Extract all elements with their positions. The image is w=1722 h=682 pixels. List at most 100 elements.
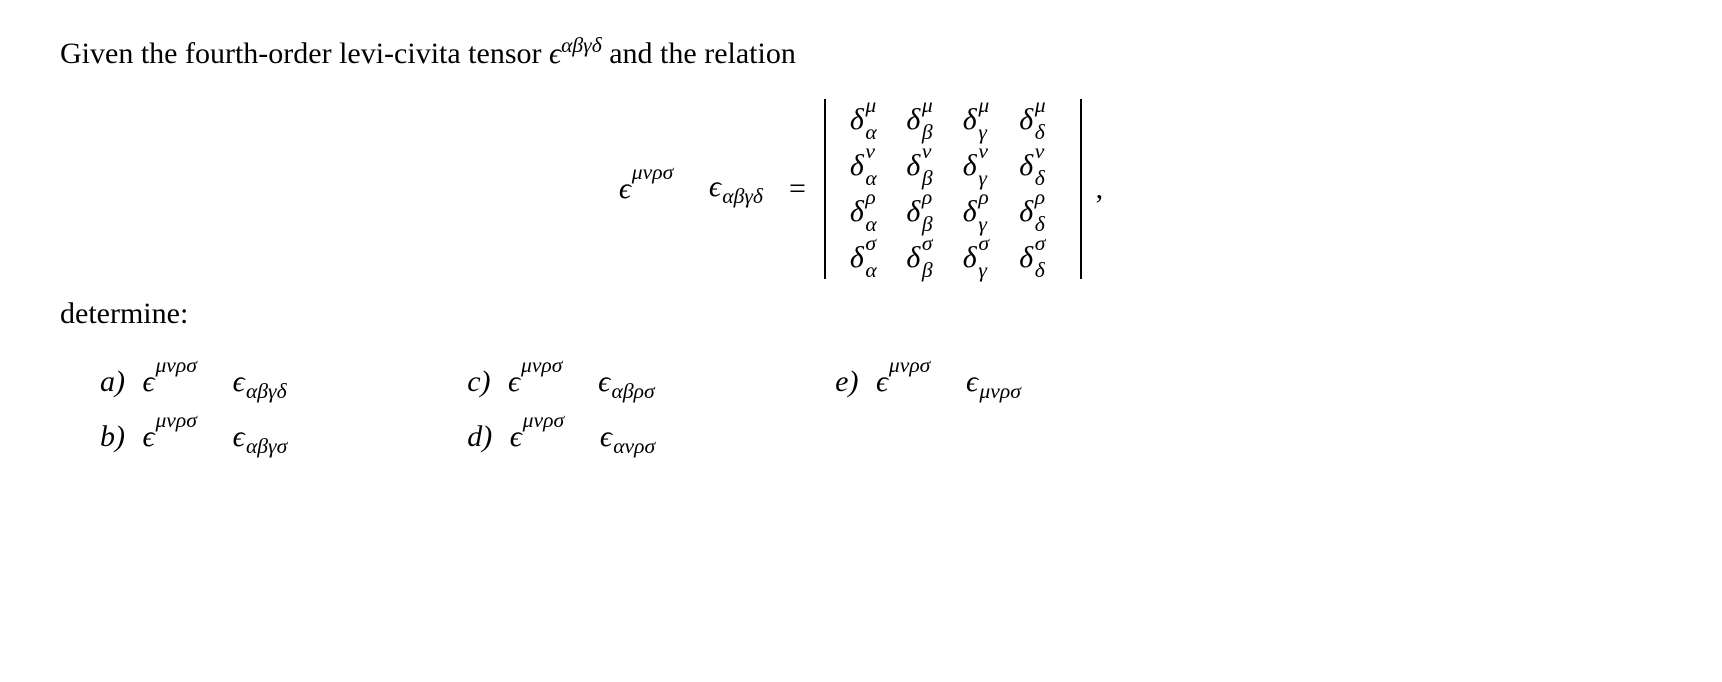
item-b-e2: ϵ [233, 420, 245, 453]
item-d-sup: μνρσ [523, 405, 579, 435]
kronecker-delta: δρβ [906, 197, 942, 227]
item-e-sub: μνρσ [979, 379, 1020, 403]
items-col-1: a) ϵμνρσϵαβγδ b) ϵμνρσϵαβγσ [100, 361, 287, 461]
item-d-eps1: ϵμνρσ [510, 416, 600, 458]
det-cell: δμα [850, 99, 886, 141]
det-cell: δμγ [963, 99, 999, 141]
item-c-sub: αβρσ [612, 379, 655, 403]
item-a-sup: μνρσ [155, 350, 211, 380]
item-d-label: d) [467, 420, 492, 453]
kronecker-delta: δσα [850, 243, 886, 273]
kronecker-delta: δσδ [1019, 243, 1055, 273]
kronecker-delta: δνγ [963, 151, 999, 181]
kronecker-delta: δσγ [963, 243, 999, 273]
kronecker-delta: δρδ [1019, 197, 1055, 227]
item-e-eps1: ϵμνρσ [876, 361, 966, 403]
kronecker-delta: δσβ [906, 243, 942, 273]
det-cell: δνα [850, 145, 886, 187]
det-cell: δρδ [1019, 191, 1055, 233]
item-e-sup: μνρσ [889, 350, 945, 380]
kronecker-delta: δνα [850, 151, 886, 181]
item-e: e) ϵμνρσϵμνρσ [835, 361, 1021, 406]
item-b-eps2: ϵαβγσ [233, 416, 288, 461]
item-c-eps1: ϵμνρσ [508, 361, 598, 403]
item-e-e2: ϵ [966, 365, 978, 398]
determinant: δμαδμβδμγδμδδναδνβδνγδνδδραδρβδργδρδδσαδ… [820, 95, 1086, 283]
item-a-e2: ϵ [233, 365, 245, 398]
det-cell: δμβ [906, 99, 942, 141]
det-row: δναδνβδνγδνδ [850, 145, 1056, 187]
det-cell: δνδ [1019, 145, 1055, 187]
item-c-e2: ϵ [598, 365, 610, 398]
det-cell: δνβ [906, 145, 942, 187]
kronecker-delta: δμα [850, 105, 886, 135]
item-b: b) ϵμνρσϵαβγσ [100, 416, 287, 461]
det-bar-right [1080, 99, 1082, 279]
lhs-epsilon-lower: ϵαβγδ [709, 166, 763, 211]
item-e-eps2: ϵμνρσ [966, 361, 1021, 406]
det-matrix: δμαδμβδμγδμδδναδνβδνγδνδδραδρβδργδρδδσαδ… [830, 95, 1076, 283]
det-cell: δσα [850, 237, 886, 279]
epsilon-symbol: ϵ [549, 37, 561, 70]
trailing-comma: , [1096, 168, 1104, 210]
item-d-sub: ανρσ [613, 434, 655, 458]
lhs-eps1-base: ϵ [619, 172, 631, 205]
item-a-eps1: ϵμνρσ [143, 361, 233, 403]
kronecker-delta: δνβ [906, 151, 942, 181]
item-a-eps2: ϵαβγδ [233, 361, 287, 406]
item-e-e1: ϵ [876, 365, 888, 398]
item-c-e1: ϵ [508, 365, 520, 398]
det-row: δραδρβδργδρδ [850, 191, 1056, 233]
lhs-eps1-sup: μνρσ [632, 157, 688, 187]
det-cell: δρα [850, 191, 886, 233]
items-container: a) ϵμνρσϵαβγδ b) ϵμνρσϵαβγσ c) ϵμνρσϵαβρ… [60, 361, 1662, 461]
epsilon-superscript: αβγδ [561, 33, 602, 57]
item-d: d) ϵμνρσϵανρσ [467, 416, 655, 461]
item-b-sup: μνρσ [155, 405, 211, 435]
det-cell: δσγ [963, 237, 999, 279]
item-b-sub: αβγσ [246, 434, 287, 458]
kronecker-delta: δμγ [963, 105, 999, 135]
items-col-3: e) ϵμνρσϵμνρσ [835, 361, 1021, 461]
item-d-e2: ϵ [600, 420, 612, 453]
kronecker-delta: δρα [850, 197, 886, 227]
det-cell: δσβ [906, 237, 942, 279]
item-c-sup: μνρσ [521, 350, 577, 380]
lhs-eps2-sub: αβγδ [722, 184, 763, 208]
lhs-eps2-base: ϵ [709, 170, 721, 203]
det-cell: δρβ [906, 191, 942, 233]
kronecker-delta: δνδ [1019, 151, 1055, 181]
lhs-epsilon-upper: ϵμνρσ [619, 168, 709, 210]
intro-line: Given the fourth-order levi-civita tenso… [60, 30, 1662, 75]
item-d-e1: ϵ [510, 420, 522, 453]
kronecker-delta: δργ [963, 197, 999, 227]
item-b-e1: ϵ [143, 420, 155, 453]
det-row: δμαδμβδμγδμδ [850, 99, 1056, 141]
item-c: c) ϵμνρσϵαβρσ [467, 361, 655, 406]
item-c-label: c) [467, 365, 490, 398]
intro-before: Given the fourth-order levi-civita tenso… [60, 37, 549, 70]
item-a-e1: ϵ [143, 365, 155, 398]
item-b-label: b) [100, 420, 125, 453]
determinant-equation: ϵμνρσ ϵαβγδ = δμαδμβδμγδμδδναδνβδνγδνδδρ… [60, 95, 1662, 283]
determine-label: determine: [60, 293, 1662, 335]
intro-after: and the relation [602, 37, 796, 70]
det-row: δσαδσβδσγδσδ [850, 237, 1056, 279]
det-cell: δργ [963, 191, 999, 233]
equation-lhs: ϵμνρσ ϵαβγδ [619, 166, 763, 211]
item-d-eps2: ϵανρσ [600, 416, 655, 461]
item-b-eps1: ϵμνρσ [143, 416, 233, 458]
equals-sign: = [789, 168, 806, 210]
item-c-eps2: ϵαβρσ [598, 361, 654, 406]
det-bar-left [824, 99, 826, 279]
det-cell: δσδ [1019, 237, 1055, 279]
det-cell: δνγ [963, 145, 999, 187]
kronecker-delta: δμδ [1019, 105, 1055, 135]
item-a-sub: αβγδ [246, 379, 287, 403]
item-a: a) ϵμνρσϵαβγδ [100, 361, 287, 406]
det-cell: δμδ [1019, 99, 1055, 141]
items-col-2: c) ϵμνρσϵαβρσ d) ϵμνρσϵανρσ [467, 361, 655, 461]
item-e-label: e) [835, 365, 858, 398]
item-a-label: a) [100, 365, 125, 398]
kronecker-delta: δμβ [906, 105, 942, 135]
